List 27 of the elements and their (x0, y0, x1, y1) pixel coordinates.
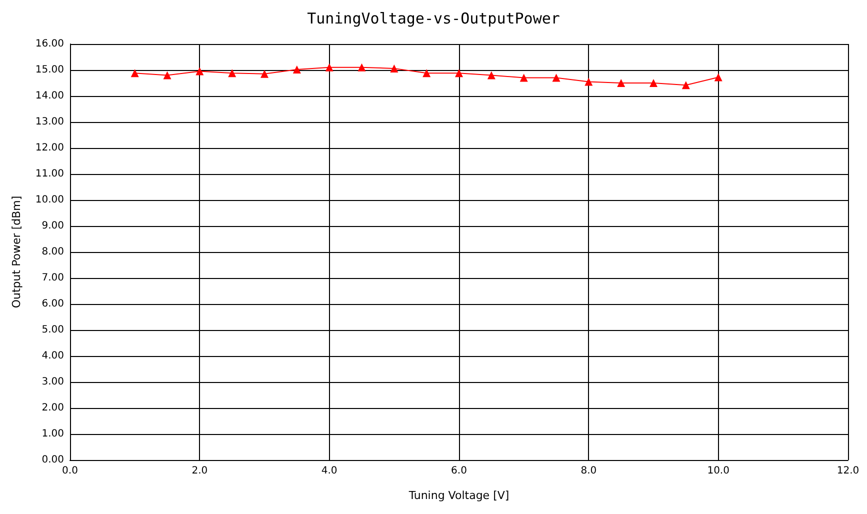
y-tick-label: 12.00 (35, 142, 64, 154)
y-tick-label: 4.00 (42, 350, 64, 362)
y-tick-label: 11.00 (35, 168, 64, 180)
y-tick-label: 14.00 (35, 90, 64, 102)
y-tick-label: 1.00 (42, 428, 64, 440)
y-tick-label: 7.00 (42, 272, 64, 284)
y-tick-label: 5.00 (42, 324, 64, 336)
chart-title: TuningVoltage-vs-OutputPower (307, 10, 560, 28)
y-tick-label: 0.00 (42, 454, 64, 466)
y-tick-label: 3.00 (42, 376, 64, 388)
y-tick-label: 15.00 (35, 64, 64, 76)
x-tick-label: 10.0 (707, 466, 730, 476)
x-tick-label: 4.0 (321, 466, 338, 476)
x-tick-label: 6.0 (451, 466, 467, 476)
x-tick-label: 12.0 (836, 466, 860, 476)
y-tick-label: 16.00 (35, 38, 64, 50)
y-tick-label: 8.00 (42, 246, 64, 258)
x-axis-title: Tuning Voltage [V] (408, 489, 510, 502)
x-tick-label: 0.0 (62, 466, 78, 476)
y-tick-label: 2.00 (42, 402, 64, 414)
x-tick-label: 2.0 (192, 466, 208, 476)
y-tick-label: 9.00 (42, 220, 64, 232)
y-axis-title: Output Power [dBm] (10, 196, 23, 308)
y-tick-label: 10.00 (35, 194, 64, 206)
x-tick-label: 8.0 (580, 466, 597, 476)
y-tick-label: 13.00 (35, 116, 64, 128)
y-tick-label: 6.00 (42, 298, 64, 310)
